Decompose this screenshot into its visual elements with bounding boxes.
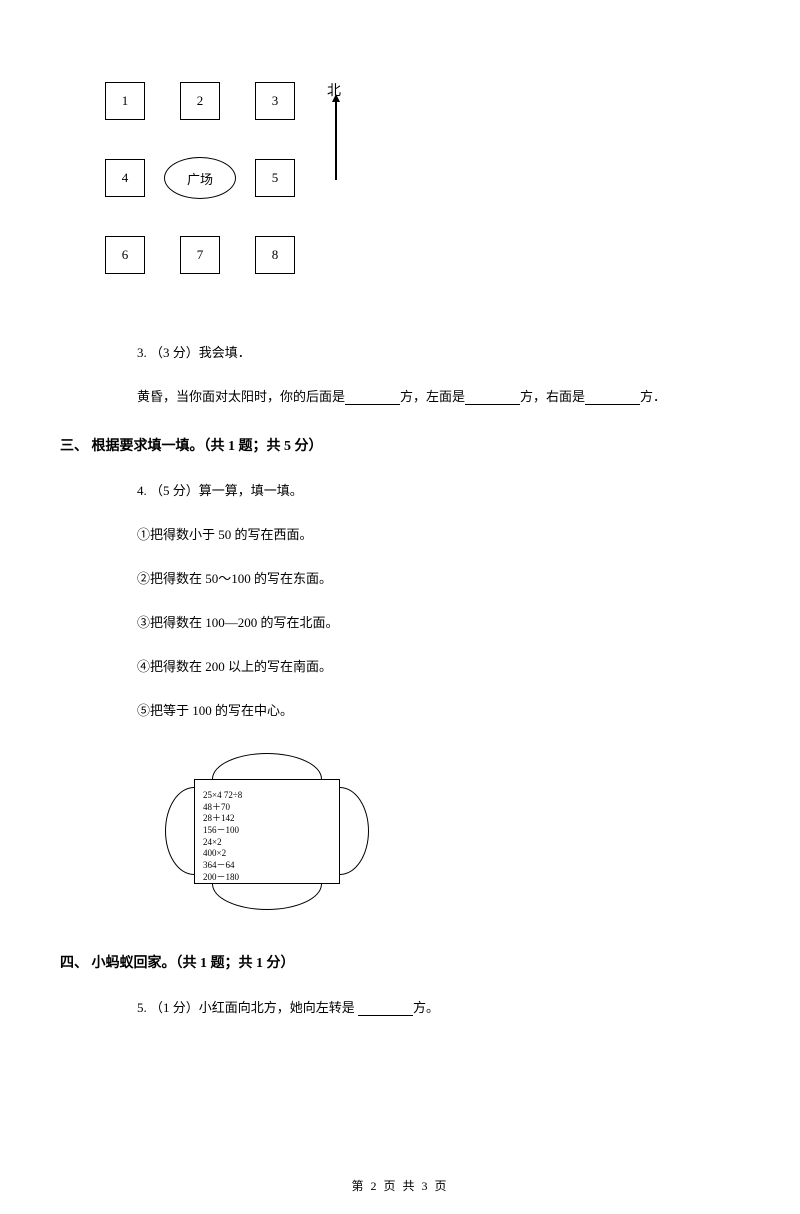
petal-center-rect: 25×4 72÷8 48＋70 28＋142 156－100 24×2 400×… bbox=[194, 779, 340, 884]
grid-box-6: 6 bbox=[105, 236, 145, 274]
section-3-header: 三、 根据要求填一填。（共 1 题；共 5 分） bbox=[60, 435, 740, 455]
venn-line: 364－64 bbox=[203, 860, 331, 872]
q3-text-part-2: 方，左面是 bbox=[400, 389, 465, 404]
blank-field[interactable] bbox=[465, 391, 520, 405]
venn-line: 400×2 bbox=[203, 848, 331, 860]
venn-line: 25×4 72÷8 bbox=[203, 790, 331, 802]
page-footer: 第 2 页 共 3 页 bbox=[0, 1177, 800, 1194]
q5-text-part-1: 5. （1 分）小红面向北方，她向左转是 bbox=[137, 1000, 358, 1015]
blank-field[interactable] bbox=[585, 391, 640, 405]
q3-text-part-3: 方，右面是 bbox=[520, 389, 585, 404]
direction-grid-diagram: 1 2 3 4 广场 5 6 7 8 北 bbox=[105, 82, 385, 302]
question-5-body: 5. （1 分）小红面向北方，她向左转是 方。 bbox=[137, 997, 740, 1016]
question-4-prefix: 4. （5 分）算一算，填一填。 bbox=[137, 480, 740, 499]
grid-box-5: 5 bbox=[255, 159, 295, 197]
grid-center-ellipse: 广场 bbox=[164, 157, 236, 199]
venn-line: 200－180 bbox=[203, 872, 331, 884]
q4-item-3: ③把得数在 100—200 的写在北面。 bbox=[137, 612, 740, 631]
q4-item-1: ①把得数小于 50 的写在西面。 bbox=[137, 524, 740, 543]
grid-box-2: 2 bbox=[180, 82, 220, 120]
question-3-body: 黄昏，当你面对太阳时，你的后面是 方，左面是 方，右面是 方． bbox=[137, 386, 740, 405]
grid-box-4: 4 bbox=[105, 159, 145, 197]
q3-text-part-4: 方． bbox=[640, 389, 666, 404]
q4-item-2: ②把得数在 50～100 的写在东面。 bbox=[137, 568, 740, 587]
q3-text-part-1: 黄昏，当你面对太阳时，你的后面是 bbox=[137, 389, 345, 404]
question-3-prefix: 3. （3 分）我会填． bbox=[137, 342, 740, 361]
grid-box-8: 8 bbox=[255, 236, 295, 274]
blank-field[interactable] bbox=[345, 391, 400, 405]
venn-line: 24×2 bbox=[203, 837, 331, 849]
grid-box-1: 1 bbox=[105, 82, 145, 120]
venn-line: 48＋70 bbox=[203, 802, 331, 814]
q5-text-part-2: 方。 bbox=[413, 1000, 439, 1015]
q4-item-4: ④把得数在 200 以上的写在南面。 bbox=[137, 656, 740, 675]
petal-diagram: 25×4 72÷8 48＋70 28＋142 156－100 24×2 400×… bbox=[137, 747, 397, 917]
q4-item-5: ⑤把等于 100 的写在中心。 bbox=[137, 700, 740, 719]
venn-line: 28＋142 bbox=[203, 813, 331, 825]
grid-box-7: 7 bbox=[180, 236, 220, 274]
north-arrow-line bbox=[335, 100, 337, 180]
section-4-header: 四、 小蚂蚁回家。（共 1 题；共 1 分） bbox=[60, 952, 740, 972]
grid-box-3: 3 bbox=[255, 82, 295, 120]
venn-line: 156－100 bbox=[203, 825, 331, 837]
blank-field[interactable] bbox=[358, 1002, 413, 1016]
